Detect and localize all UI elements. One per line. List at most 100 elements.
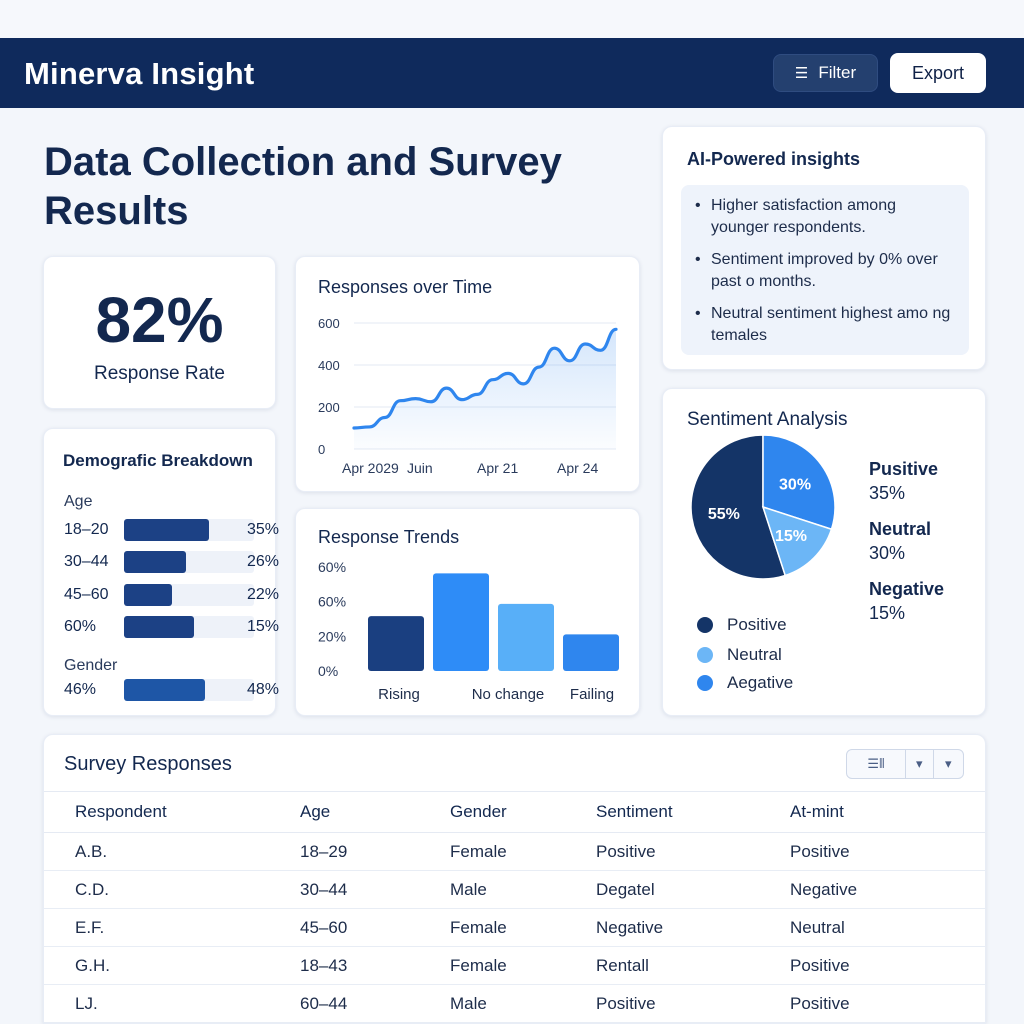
demographics-card: Demografic Breakdown Age Gender 18–20 35%…: [43, 428, 279, 716]
pie-slice-label: 55%: [708, 506, 740, 523]
pie-slice: [762, 435, 836, 531]
menu-icon: ☰: [794, 65, 809, 82]
legend-item: Aegative: [697, 673, 793, 693]
chevron-down-icon[interactable]: ▾: [906, 750, 934, 778]
demographic-row: 60% 15%: [64, 616, 279, 638]
demographic-bar-track: [124, 584, 254, 606]
legend-label: Neutral: [727, 645, 782, 664]
demographic-bar-track: [124, 616, 254, 638]
y-tick-label: 400: [318, 358, 340, 373]
table-cell: G.H.: [75, 955, 110, 975]
table-cell: A.B.: [75, 841, 108, 861]
y-tick-label: 0%: [318, 663, 338, 679]
demographic-bar-fill: [124, 616, 195, 638]
table-header: Respondent Age Gender Sentiment At-mint: [44, 791, 985, 833]
gender-row-label: 46%: [64, 681, 97, 698]
sentiment-summary-pct: 30%: [869, 543, 906, 563]
sentiment-summary-name: Pusitive: [869, 459, 939, 479]
legend-dot-icon: [697, 617, 713, 633]
x-category-label: No change: [472, 686, 545, 703]
table-cell: Positive: [596, 993, 656, 1013]
sentiment-summary-pct: 35%: [869, 483, 906, 503]
pie-slice-label: 30%: [779, 477, 811, 494]
table-cell: Positive: [790, 955, 850, 975]
column-header[interactable]: Respondent: [75, 802, 167, 821]
demographic-row-value: 26%: [246, 553, 279, 570]
table-row[interactable]: E.F. 45–60 Female Negative Neutral: [44, 909, 985, 947]
table-row[interactable]: C.D. 30–44 Male Degatel Negative: [44, 871, 985, 909]
top-strip: [0, 0, 1024, 38]
y-tick-label: 600: [318, 316, 340, 331]
demographic-bar-fill: [124, 584, 173, 606]
column-header[interactable]: Gender: [450, 802, 507, 821]
table-cell: Male: [450, 879, 487, 899]
demographic-row-label: 18–20: [64, 521, 109, 538]
kpi-card: 82% Response Rate: [43, 256, 276, 409]
demographic-row-label: 45–60: [64, 586, 109, 603]
sentiment-pie-chart: 55% 30% 15%: [690, 435, 836, 580]
response-trends-card: Response Trends 60% 60% 20% 0% Rising No chan…: [295, 508, 640, 716]
table-cell: C.D.: [75, 879, 109, 899]
bar: [433, 573, 489, 671]
table-row[interactable]: A.B. 18–29 Female Positive Positive: [44, 833, 985, 871]
demographic-bar-fill: [124, 551, 187, 573]
demographic-row-value: 15%: [246, 618, 279, 635]
age-label: Age: [64, 493, 93, 510]
x-tick-label: Apr 24: [557, 460, 598, 476]
response-trends-bar-chart: 60% 60% 20% 0% Rising No change Failing: [318, 559, 619, 703]
column-header[interactable]: At-mint: [790, 802, 844, 821]
demographic-bar-track: [124, 519, 254, 541]
kpi-label: Response Rate: [94, 363, 225, 384]
export-button[interactable]: Export: [890, 53, 986, 93]
legend-label: Positive: [727, 615, 787, 634]
table-cell: Female: [450, 917, 507, 937]
table-row[interactable]: G.H. 18–43 Female Rentall Positive: [44, 947, 985, 985]
table-cell: Rentall: [596, 955, 649, 975]
demographic-row-label: 30–44: [64, 553, 109, 570]
table-cell: Negative: [790, 879, 858, 899]
app-logo-title: Minerva Insight: [24, 56, 255, 91]
demographic-row-value: 35%: [246, 521, 279, 538]
demographics-title: Demografic Breakdown: [63, 451, 253, 470]
y-tick-label: 20%: [318, 628, 346, 644]
bar: [498, 603, 554, 671]
x-category-label: Rising: [378, 686, 420, 703]
demographic-bar-fill: [124, 519, 209, 541]
bar: [368, 616, 424, 671]
page-title: Data Collection and Survey Results: [44, 140, 562, 233]
demographic-bar-track: [124, 551, 254, 573]
legend-item: Neutral: [697, 645, 782, 665]
sentiment-summary-pct: 15%: [869, 603, 906, 623]
y-tick-label: 200: [318, 400, 340, 415]
column-header[interactable]: Sentiment: [596, 802, 673, 821]
table-cell: 18–43: [300, 955, 348, 975]
table-cell: 18–29: [300, 841, 348, 861]
sentiment-card: Sentiment Analysis 55% 30% 15% Positive Neu…: [662, 388, 986, 716]
demographic-row: 45–60 22%: [64, 584, 279, 606]
sentiment-summary-name: Neutral: [869, 519, 932, 539]
pie-slice: [690, 435, 787, 580]
filter-label: Filter: [818, 63, 857, 82]
filter-button[interactable]: ☰ Filter: [773, 54, 878, 92]
legend-label: Aegative: [727, 673, 794, 692]
pie-slice-label: 15%: [775, 528, 807, 545]
chevron-down-icon[interactable]: ▾: [944, 756, 952, 771]
table-cell: 60–44: [300, 993, 348, 1013]
sentiment-summary: Neutral 30%: [869, 517, 931, 565]
table-row[interactable]: LJ. 60–44 Male Positive Positive: [44, 985, 985, 1023]
legend-dot-icon: [697, 675, 713, 691]
x-tick-label: Apr 21: [477, 460, 518, 476]
sentiment-summary: Negative 15%: [869, 577, 944, 625]
gender-bar-fill: [124, 679, 205, 701]
column-header[interactable]: Age: [300, 802, 331, 821]
y-tick-label: 60%: [318, 594, 346, 610]
y-tick-label: 60%: [318, 559, 346, 575]
table-cell: Female: [450, 955, 507, 975]
columns-icon[interactable]: ☰⫴: [847, 750, 906, 778]
x-tick-label: Apr 2029: [342, 460, 399, 476]
series-line: [352, 327, 618, 430]
demographic-row-label: 60%: [64, 618, 97, 635]
demographic-row: 30–44 26%: [64, 551, 279, 573]
ai-insights-card: AI-Powered insights Higher satisfaction …: [662, 126, 986, 370]
y-tick-label: 0: [318, 442, 325, 457]
